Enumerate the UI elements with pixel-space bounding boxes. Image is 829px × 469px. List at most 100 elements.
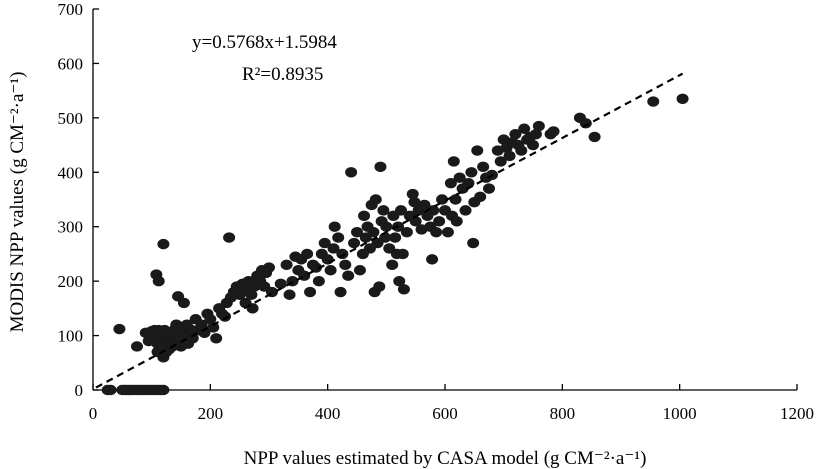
x-tick-label: 1000 xyxy=(663,404,697,423)
y-tick-label: 600 xyxy=(58,54,84,73)
data-point xyxy=(280,259,293,271)
data-point xyxy=(676,93,689,105)
data-point xyxy=(351,226,363,238)
data-point xyxy=(152,275,165,287)
axes: 0 200 400 600 800 1000 1200 0 100 200 300 400 500 600… xyxy=(58,0,815,423)
data-point xyxy=(441,226,454,238)
data-point xyxy=(369,194,382,205)
data-point xyxy=(529,128,542,140)
data-points xyxy=(101,93,689,396)
data-point xyxy=(334,286,347,298)
data-point xyxy=(113,323,126,335)
x-tick-label: 1200 xyxy=(780,404,814,423)
data-point xyxy=(263,262,275,273)
data-point xyxy=(374,161,387,173)
data-point xyxy=(301,248,314,260)
y-tick-label: 700 xyxy=(58,0,84,19)
data-point xyxy=(400,226,413,238)
data-point xyxy=(389,232,402,243)
regression-equation: y=0.5768x+1.5984 xyxy=(192,32,337,53)
data-point xyxy=(465,167,478,178)
data-point xyxy=(449,194,462,205)
y-tick-label: 400 xyxy=(58,163,84,182)
y-tick-label: 500 xyxy=(58,109,84,128)
data-point xyxy=(547,126,560,137)
data-point xyxy=(453,172,466,183)
x-tick-label: 800 xyxy=(550,404,576,423)
data-point xyxy=(367,226,380,238)
data-point xyxy=(318,237,331,249)
regression-line xyxy=(95,72,684,389)
data-point xyxy=(527,139,539,151)
data-point xyxy=(377,205,390,216)
data-point xyxy=(444,177,457,189)
data-point xyxy=(339,259,352,271)
data-point xyxy=(483,183,495,194)
data-point xyxy=(406,188,419,200)
data-point xyxy=(353,265,366,276)
data-point xyxy=(395,205,407,216)
data-point xyxy=(433,216,446,227)
data-point xyxy=(397,284,410,295)
x-tick-label: 200 xyxy=(198,404,224,423)
data-point xyxy=(332,232,345,243)
y-tick-label: 300 xyxy=(58,218,84,237)
data-point xyxy=(409,216,422,227)
data-point xyxy=(309,262,322,273)
data-point xyxy=(418,199,431,211)
data-point xyxy=(157,384,170,396)
data-point xyxy=(380,221,393,232)
data-point xyxy=(373,281,386,292)
data-point xyxy=(204,314,217,325)
data-point xyxy=(532,120,545,132)
data-point xyxy=(436,194,449,205)
r-squared-label: R²=0.8935 xyxy=(242,64,323,85)
x-tick-label: 0 xyxy=(89,404,98,423)
data-point xyxy=(430,226,443,238)
data-point xyxy=(195,319,208,330)
y-tick-label: 0 xyxy=(75,381,84,400)
data-point xyxy=(157,238,170,250)
data-point xyxy=(210,333,223,344)
data-point xyxy=(426,254,439,265)
data-point xyxy=(246,303,259,314)
x-axis-title: NPP values estimated by CASA model (g CM… xyxy=(244,448,647,469)
data-point xyxy=(515,145,528,156)
y-tick-label: 100 xyxy=(58,327,84,346)
regression-line-group xyxy=(95,72,684,389)
data-point xyxy=(321,254,334,265)
y-tick-label: 200 xyxy=(58,272,84,291)
data-point xyxy=(245,289,258,300)
data-point xyxy=(336,248,349,260)
data-point xyxy=(223,232,236,243)
data-point xyxy=(342,270,355,281)
data-point xyxy=(304,286,317,298)
x-tick-label: 600 xyxy=(432,404,458,423)
data-point xyxy=(509,128,522,140)
data-point xyxy=(104,384,117,396)
data-point xyxy=(358,210,371,222)
data-point xyxy=(471,145,484,156)
y-axis-title: MODIS NPP values (g CM⁻²·a⁻¹) xyxy=(7,72,28,333)
data-point xyxy=(177,297,190,309)
data-point xyxy=(324,265,337,276)
data-point xyxy=(345,167,358,178)
data-point xyxy=(588,131,601,143)
x-tick-label: 400 xyxy=(315,404,341,423)
data-point xyxy=(408,197,421,208)
data-point xyxy=(386,259,399,271)
data-point xyxy=(474,191,487,202)
data-point xyxy=(503,150,516,162)
data-point xyxy=(219,311,231,322)
data-point xyxy=(427,205,440,216)
data-point xyxy=(186,333,199,344)
data-point xyxy=(450,216,463,227)
data-point xyxy=(207,322,220,333)
data-point xyxy=(274,278,287,290)
data-point xyxy=(131,341,143,352)
data-point xyxy=(328,221,341,232)
data-point xyxy=(312,275,325,287)
data-point xyxy=(459,205,472,216)
